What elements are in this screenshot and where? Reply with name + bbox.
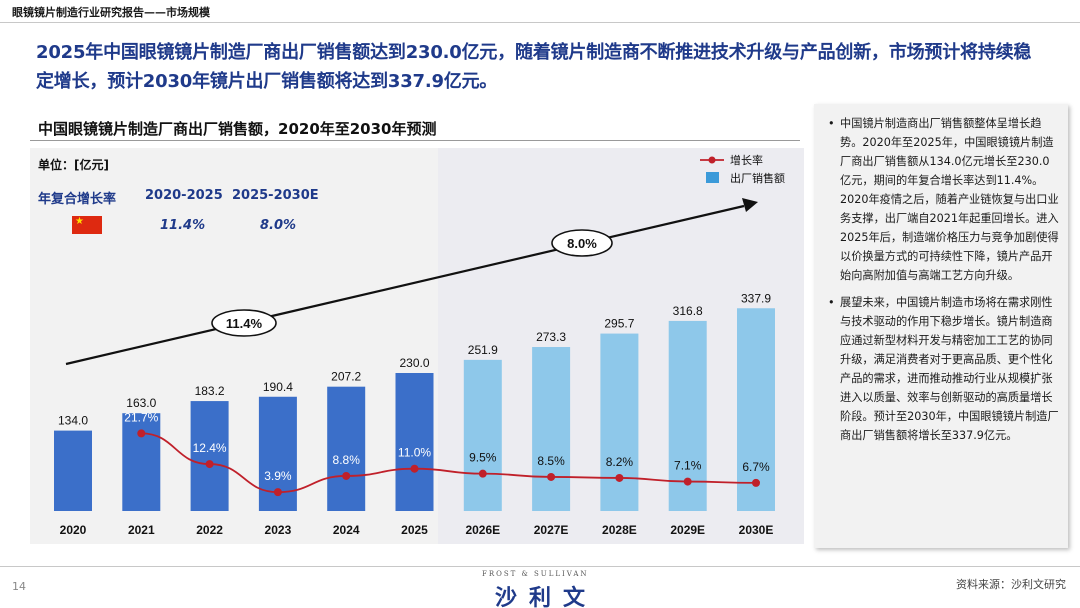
growth-point	[273, 488, 282, 497]
growth-rate-line	[141, 432, 757, 494]
cagr-value-2: 8.0%	[260, 218, 297, 233]
trend-arrow-line	[65, 204, 745, 366]
growth-label: 8.5%	[537, 454, 565, 468]
bar-value-label: 190.4	[263, 380, 293, 394]
x-tick-label: 2028E	[602, 523, 637, 537]
x-tick-label: 2023	[265, 523, 292, 537]
bar-value-label: 337.9	[741, 291, 771, 305]
headline: 2025年中国眼镜镜片制造厂商出厂销售额达到230.0亿元，随着镜片制造商不断推…	[36, 42, 1032, 92]
legend-line-marker	[708, 156, 716, 164]
side-notes-panel: 中国镜片制造商出厂销售额整体呈增长趋势。2020年至2025年，中国眼镜镜片制造…	[814, 104, 1068, 548]
chart-title-divider	[30, 140, 800, 141]
cagr-oval-label-1: 11.4%	[226, 316, 263, 331]
bar-2025	[395, 373, 434, 511]
x-tick-label: 2025	[401, 523, 428, 537]
x-tick-label: 2024	[333, 523, 360, 537]
growth-point	[683, 477, 692, 486]
growth-point	[137, 429, 146, 438]
growth-label: 3.9%	[264, 469, 292, 483]
bar-2021	[122, 413, 161, 511]
bar-2026E	[463, 359, 502, 511]
bar-2024	[327, 386, 366, 511]
side-note-2: 展望未来，中国镜片制造市场将在需求刚性与技术驱动的作用下稳步增长。镜片制造商应通…	[828, 293, 1060, 445]
bar-value-label: 207.2	[331, 370, 361, 384]
bottom-divider	[0, 566, 1080, 567]
growth-point	[547, 472, 556, 481]
growth-point	[752, 478, 760, 487]
growth-point	[615, 473, 624, 482]
bar-2020	[54, 430, 92, 511]
growth-label: 7.1%	[674, 459, 702, 473]
x-tick-label: 2030E	[739, 523, 774, 537]
legend-bar-label: 出厂销售额	[730, 171, 785, 185]
trend-arrow-head	[742, 198, 758, 212]
cagr-label: 年复合增长率	[38, 192, 117, 207]
cagr-value-1: 11.4%	[160, 218, 206, 233]
bar-2027E	[532, 347, 571, 511]
top-divider	[0, 22, 1080, 23]
x-tick-label: 2022	[196, 523, 223, 537]
x-tick-label: 2027E	[534, 523, 569, 537]
section-label: 眼镜镜片制造行业研究报告——市场规模	[12, 6, 210, 19]
growth-point	[342, 471, 351, 480]
logo-subtitle: FROST & SULLIVAN	[482, 570, 589, 578]
source-note: 资料来源：沙利文研究	[956, 578, 1066, 591]
bar-value-label: 163.0	[126, 396, 156, 410]
bar-2022	[190, 401, 229, 511]
cagr-oval-2	[551, 229, 613, 257]
bar-value-label: 295.7	[604, 317, 634, 331]
unit-label: 单位：[亿元]	[38, 158, 109, 172]
cagr-period-1: 2020-2025	[145, 188, 223, 203]
cagr-oval-1	[211, 309, 277, 337]
logo: 沙利文	[495, 586, 598, 608]
bar-value-label: 316.8	[673, 304, 703, 318]
growth-label: 12.4%	[193, 441, 227, 455]
growth-label: 21.7%	[124, 410, 158, 424]
legend-bar-swatch	[706, 172, 719, 183]
side-note-1: 中国镜片制造商出厂销售额整体呈增长趋势。2020年至2025年，中国眼镜镜片制造…	[828, 114, 1060, 285]
x-tick-label: 2021	[128, 523, 155, 537]
bar-value-label: 134.0	[58, 414, 88, 428]
growth-point	[410, 464, 419, 473]
cagr-period-2: 2025-2030E	[232, 188, 319, 203]
growth-point	[205, 460, 214, 469]
growth-label: 6.7%	[742, 460, 770, 474]
growth-label: 8.2%	[606, 455, 634, 469]
chart-title: 中国眼镜镜片制造厂商出厂销售额，2020年至2030年预测	[38, 120, 437, 138]
bar-value-label: 251.9	[468, 343, 498, 357]
growth-label: 9.5%	[469, 451, 497, 465]
bar-value-label: 183.2	[195, 384, 225, 398]
bar-value-label: 273.3	[536, 330, 566, 344]
bar-value-label: 230.0	[399, 356, 429, 370]
bar-2028E	[600, 333, 639, 511]
x-tick-label: 2026E	[465, 523, 500, 537]
x-tick-label: 2020	[60, 523, 87, 537]
x-tick-label: 2029E	[670, 523, 705, 537]
growth-point	[478, 469, 487, 478]
growth-label: 8.8%	[333, 453, 361, 467]
bar-2030E	[737, 308, 775, 511]
cagr-oval-label-2: 8.0%	[567, 236, 597, 251]
growth-label: 11.0%	[398, 446, 431, 460]
page-number: 14	[12, 580, 26, 593]
legend-growth-label: 增长率	[730, 153, 763, 167]
china-flag-icon: ★	[72, 216, 102, 234]
